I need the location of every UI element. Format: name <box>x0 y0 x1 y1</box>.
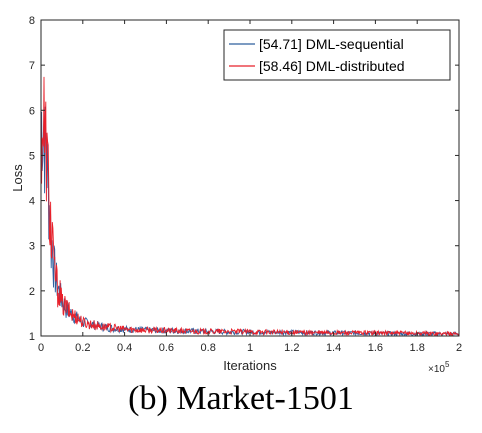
x-tick-label: 1.6 <box>368 342 383 354</box>
legend-label-sequential: [54.71] DML-sequential <box>259 36 404 52</box>
x-multiplier-label: ×105 <box>428 360 450 375</box>
figure-caption: (b) Market-1501 <box>128 380 354 417</box>
x-tick-label: 2 <box>456 342 462 354</box>
loss-chart: 0 0.2 0.4 0.6 0.8 1 1.2 1.4 1.6 1.8 2 1 2 3 4 5 6 7 8 Ite… <box>10 15 462 375</box>
series-line-dml-distributed <box>40 76 460 337</box>
x-axis-label: Iterations <box>223 358 277 373</box>
y-tick-label: 2 <box>29 286 35 298</box>
y-tick-label: 1 <box>29 331 35 343</box>
x-tick-label: 1 <box>247 342 253 354</box>
y-axis-label: Loss <box>10 164 25 192</box>
legend-label-distributed: [58.46] DML-distributed <box>259 58 405 74</box>
y-tick-label: 5 <box>29 150 35 162</box>
x-tick-label: 1.8 <box>410 342 425 354</box>
y-axis: 1 2 3 4 5 6 7 8 <box>29 15 459 343</box>
y-tick-label: 6 <box>29 105 35 117</box>
y-tick-label: 4 <box>29 196 35 208</box>
legend: [54.71] DML-sequential [58.46] DML-distr… <box>223 29 451 81</box>
x-tick-label: 0.6 <box>159 342 174 354</box>
x-tick-label: 0 <box>38 342 44 354</box>
x-multiplier-exponent: 5 <box>445 360 450 369</box>
x-axis: 0 0.2 0.4 0.6 0.8 1 1.2 1.4 1.6 1.8 2 <box>38 20 462 354</box>
y-tick-label: 3 <box>29 241 35 253</box>
y-tick-label: 8 <box>29 15 35 27</box>
x-tick-label: 1.2 <box>284 342 299 354</box>
x-tick-label: 0.4 <box>117 342 132 354</box>
x-tick-label: 0.2 <box>75 342 90 354</box>
legend-box <box>223 29 451 81</box>
x-tick-label: 1.4 <box>326 342 341 354</box>
x-tick-label: 0.8 <box>201 342 216 354</box>
y-tick-label: 7 <box>29 60 35 72</box>
x-multiplier-base: ×10 <box>428 364 445 375</box>
